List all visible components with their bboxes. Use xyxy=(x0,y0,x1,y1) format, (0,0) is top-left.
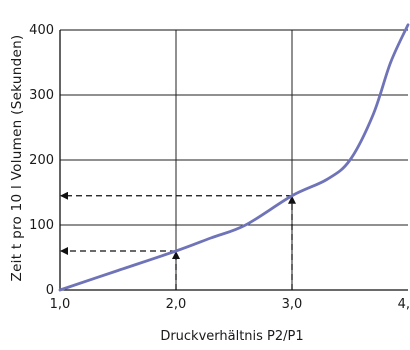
x-tick-label: 1,0 xyxy=(50,297,71,312)
y-tick-labels: 0 100 200 300 400 xyxy=(29,23,54,298)
plot-frame xyxy=(59,29,408,291)
y-tick-label: 200 xyxy=(29,153,54,168)
y-tick-label: 300 xyxy=(29,88,54,103)
y-tick-label: 100 xyxy=(29,218,54,233)
series-line xyxy=(58,23,410,292)
y-tick-label: 400 xyxy=(29,23,54,38)
x-axis-label: Druckverhältnis P2/P1 xyxy=(160,329,303,344)
x-tick-label: 2,0 xyxy=(166,297,187,312)
y-tick-label: 0 xyxy=(46,283,54,298)
x-tick-label: 4,0 xyxy=(398,297,410,312)
x-tick-label: 3,0 xyxy=(282,297,303,312)
annotations xyxy=(60,191,296,290)
x-tick-labels: 1,0 2,0 3,0 4,0 xyxy=(50,297,410,312)
series-layer xyxy=(58,23,410,292)
y-axis-label: Zeit t pro 10 l Volumen (Sekunden) xyxy=(9,35,25,282)
